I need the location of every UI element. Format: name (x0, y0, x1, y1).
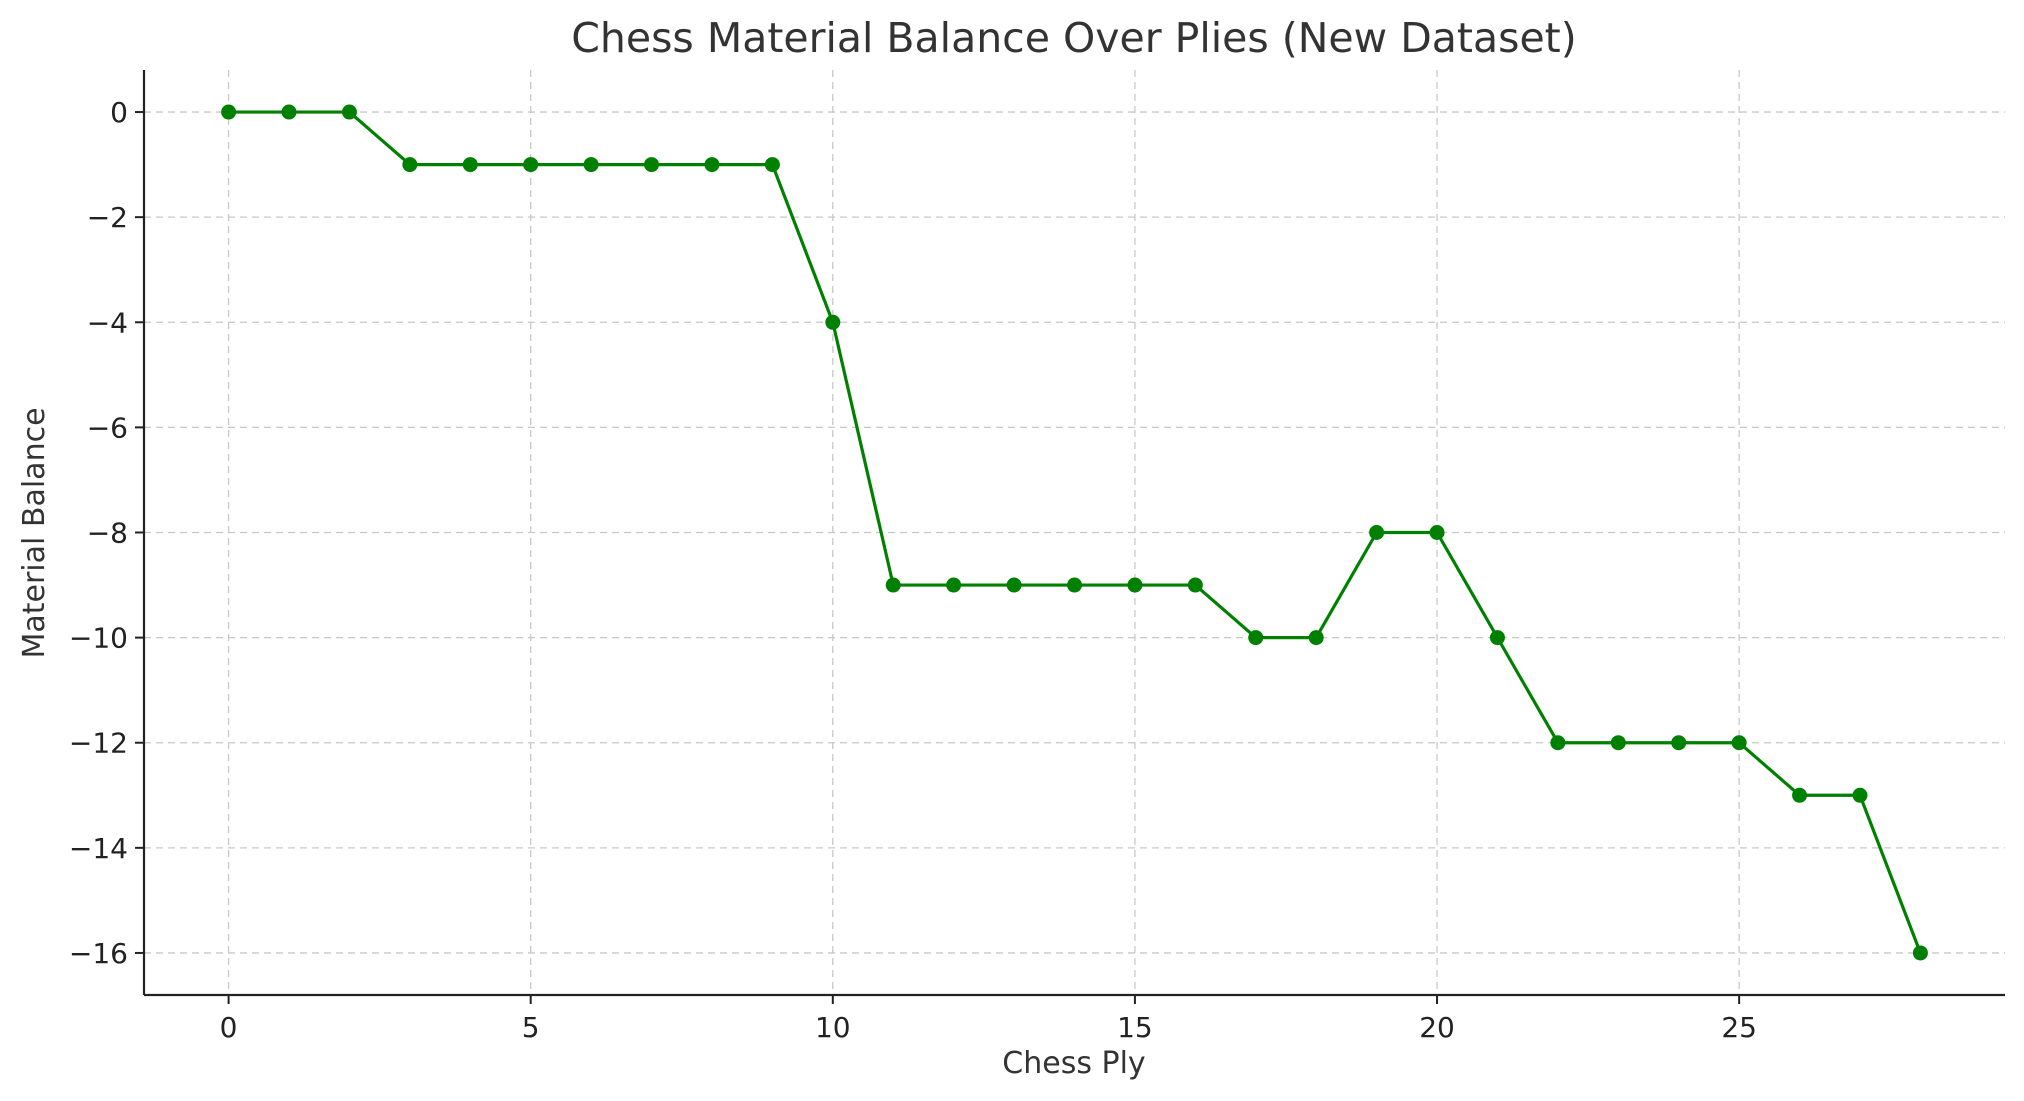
x-tick-label: 15 (1117, 1011, 1153, 1044)
y-tick-label: −14 (69, 832, 128, 865)
data-point (1248, 630, 1264, 646)
y-tick-label: −12 (69, 727, 128, 760)
x-tick-label: 0 (220, 1011, 238, 1044)
x-tick-label: 20 (1419, 1011, 1455, 1044)
data-point (1671, 735, 1687, 751)
data-point (644, 157, 660, 173)
data-point (885, 577, 901, 593)
data-point (1308, 630, 1324, 646)
data-point (946, 577, 962, 593)
data-point (1792, 787, 1808, 803)
data-point (1127, 577, 1143, 593)
data-point (1067, 577, 1082, 593)
data-point (523, 157, 539, 173)
x-axis-label: Chess Ply (1002, 1046, 1145, 1081)
data-point (1912, 945, 1928, 961)
data-point (1006, 577, 1022, 593)
data-point (1369, 525, 1385, 540)
data-point (1187, 577, 1203, 593)
chart-title: Chess Material Balance Over Plies (New D… (571, 14, 1577, 62)
data-point (1731, 735, 1747, 751)
x-tick-label: 10 (815, 1011, 851, 1044)
y-tick-label: −16 (69, 937, 128, 970)
y-tick-label: 0 (110, 96, 128, 129)
grid (144, 70, 2005, 995)
y-tick-label: −4 (87, 306, 128, 339)
data-point (1489, 630, 1505, 646)
y-tick-label: −8 (87, 517, 128, 550)
series-layer (221, 104, 1928, 961)
data-point (1550, 735, 1566, 751)
data-point (462, 157, 478, 173)
data-point (704, 157, 720, 173)
data-point (583, 157, 599, 173)
ticks: 0 5 10 15 20 25 0 −2 −4 −6 −8 −10 −12 −14 −16 (69, 96, 1757, 1044)
x-tick-label: 25 (1721, 1011, 1757, 1044)
x-tick-label: 5 (522, 1011, 540, 1044)
data-point (1610, 735, 1626, 751)
y-axis-label: Material Balance (17, 407, 52, 658)
data-point (1852, 787, 1868, 803)
data-point (825, 314, 841, 330)
data-point (402, 157, 418, 173)
data-point (281, 104, 297, 120)
data-point (764, 157, 780, 173)
data-point (1429, 525, 1445, 540)
y-tick-label: −6 (87, 411, 128, 444)
data-point (221, 104, 237, 120)
y-tick-label: −10 (69, 622, 128, 655)
y-tick-label: −2 (87, 201, 128, 234)
data-point (341, 104, 357, 120)
